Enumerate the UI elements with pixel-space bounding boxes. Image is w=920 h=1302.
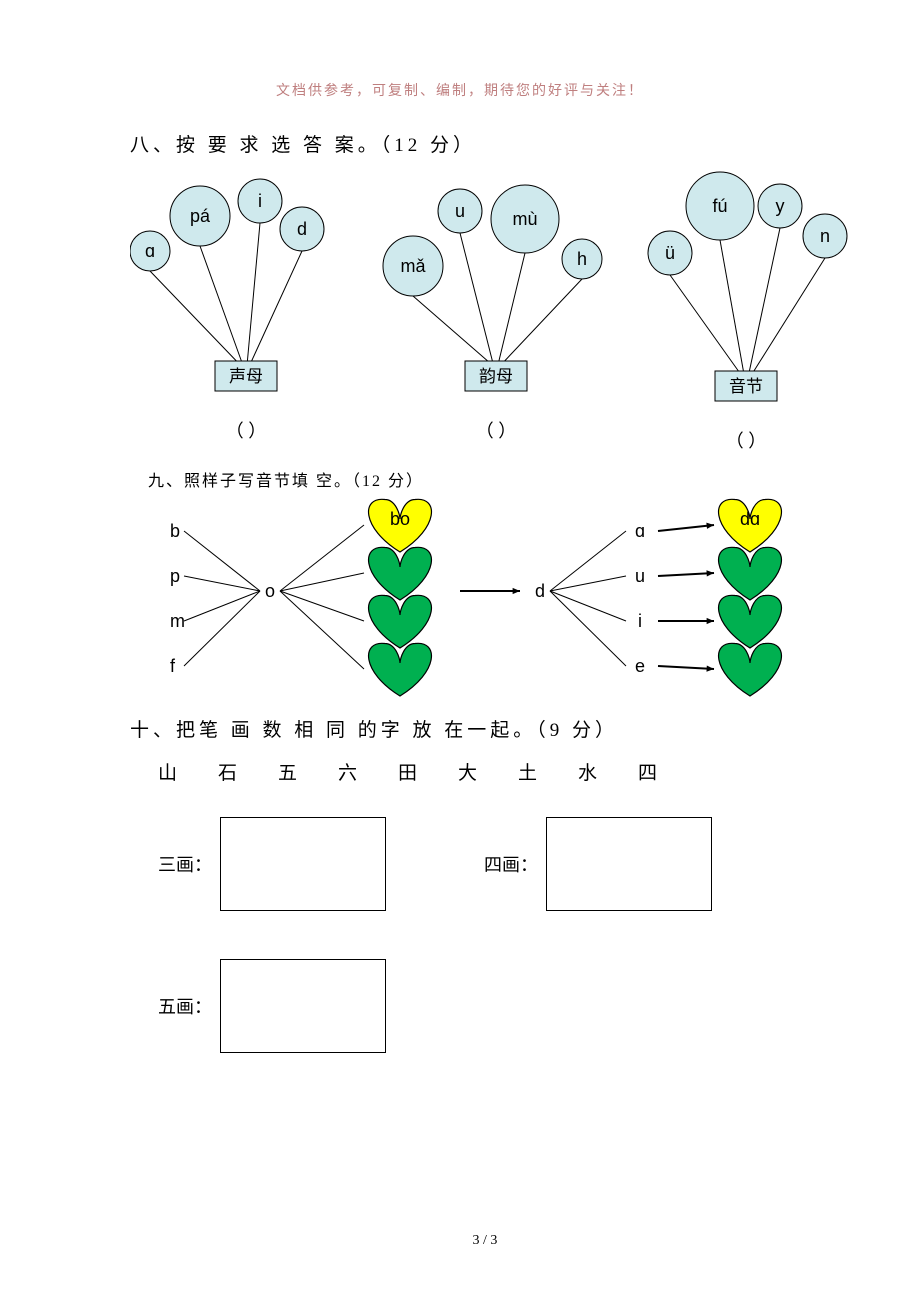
q10-char: 大 [458, 758, 518, 785]
q10-label-3strokes: 三画： [158, 851, 212, 877]
svg-text:ɑ: ɑ [145, 241, 155, 261]
q10-char-row: 山石五六田大土水四 [158, 758, 840, 785]
q10-box-5strokes[interactable] [220, 959, 386, 1053]
svg-text:o: o [265, 581, 275, 601]
svg-text:（ ）: （ ） [476, 421, 517, 441]
svg-text:y: y [776, 196, 785, 216]
q10-box-4strokes[interactable] [546, 817, 712, 911]
svg-text:ɑ: ɑ [635, 521, 645, 541]
svg-text:b: b [170, 521, 180, 541]
q10-char: 四 [638, 758, 698, 785]
q10-char: 五 [278, 758, 338, 785]
svg-text:d: d [535, 581, 545, 601]
svg-text:m: m [170, 611, 185, 631]
svg-text:声母: 声母 [229, 367, 263, 386]
q10-box-3strokes[interactable] [220, 817, 386, 911]
svg-text:dɑ: dɑ [740, 509, 760, 529]
q10-title: 十、把笔 画 数 相 同 的字 放 在一起。（9 分） [130, 715, 840, 742]
svg-text:fú: fú [712, 196, 727, 216]
svg-text:e: e [635, 656, 645, 676]
svg-text:bo: bo [390, 509, 410, 529]
svg-text:（ ）: （ ） [726, 431, 767, 451]
svg-text:n: n [820, 226, 830, 246]
q10-char: 山 [158, 758, 218, 785]
svg-text:pá: pá [190, 206, 211, 226]
svg-text:音节: 音节 [729, 377, 763, 396]
page: 文档供参考，可复制、编制，期待您的好评与关注！ 八、按 要 求 选 答 案。（1… [0, 0, 920, 1269]
page-footer: 3 / 3 [130, 1233, 840, 1269]
q9-diagram: bpmfobodɑuiedɑ [130, 491, 860, 711]
content-area: 八、按 要 求 选 答 案。（12 分） ɑ pá i d 声母 （ ） mǎ u mù h 韵母 （… [130, 130, 840, 1269]
q10-char: 田 [398, 758, 458, 785]
svg-text:i: i [258, 191, 262, 211]
q10-char: 石 [218, 758, 278, 785]
svg-text:i: i [638, 611, 642, 631]
svg-text:f: f [170, 656, 176, 676]
svg-text:d: d [297, 219, 307, 239]
q10-label-5strokes: 五画： [158, 993, 212, 1019]
q10-char: 土 [518, 758, 578, 785]
q10-row-2: 五画： [158, 959, 840, 1053]
svg-text:mù: mù [512, 209, 537, 229]
svg-text:mǎ: mǎ [400, 256, 426, 276]
q8-diagram: ɑ pá i d 声母 （ ） mǎ u mù h 韵母 （ ） ü fú y n 音节 （ ） [130, 161, 860, 461]
q10-char: 水 [578, 758, 638, 785]
svg-text:韵母: 韵母 [479, 367, 513, 386]
svg-text:（ ）: （ ） [226, 421, 267, 441]
q9-title: 九、照样子写音节填 空。（12 分） [148, 467, 840, 491]
svg-text:u: u [635, 566, 645, 586]
q10-char: 六 [338, 758, 398, 785]
svg-text:p: p [170, 566, 180, 586]
svg-text:ü: ü [665, 243, 675, 263]
q8-title: 八、按 要 求 选 答 案。（12 分） [130, 130, 840, 157]
header-note: 文档供参考，可复制、编制，期待您的好评与关注！ [0, 80, 920, 100]
q10-label-4strokes: 四画： [484, 851, 538, 877]
q10-row-1: 三画： 四画： [158, 817, 840, 911]
svg-text:u: u [455, 201, 465, 221]
svg-text:h: h [577, 249, 587, 269]
